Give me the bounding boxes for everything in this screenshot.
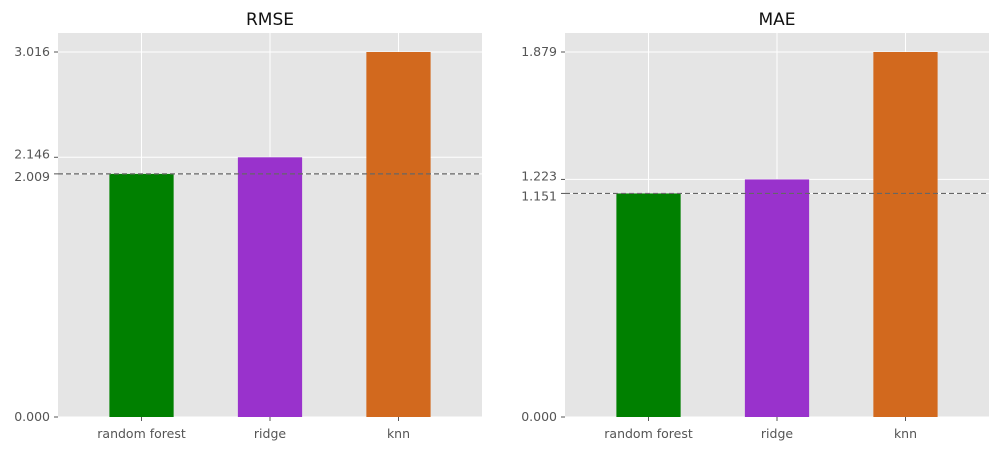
- x-tick-label: knn: [894, 426, 917, 441]
- x-tick-label: random forest: [97, 426, 186, 441]
- bar-knn: [366, 52, 431, 417]
- bar-random-forest: [616, 193, 681, 417]
- y-tick-label: 2.146: [14, 146, 50, 161]
- chart-panel-rmse: 0.000 2.009 2.146 3.016 random forest ridge kn…: [14, 10, 482, 441]
- chart-panel-mae: 0.000 1.151 1.223 1.879 random forest ridge kn…: [521, 10, 989, 441]
- y-tick-label: 1.223: [521, 168, 557, 183]
- x-tick-label: ridge: [761, 426, 793, 441]
- x-tick-label: random forest: [604, 426, 693, 441]
- bar-random-forest: [109, 173, 174, 417]
- bar-ridge: [237, 157, 303, 418]
- chart-title: RMSE: [246, 10, 294, 30]
- chart-title: MAE: [758, 10, 795, 30]
- y-tick-label: 1.151: [521, 188, 557, 203]
- y-tick-label: 3.016: [14, 44, 50, 59]
- y-tick-label: 0.000: [521, 409, 557, 424]
- y-tick-label: 0.000: [14, 409, 50, 424]
- bar-knn: [873, 52, 938, 417]
- x-tick-label: knn: [387, 426, 410, 441]
- y-tick-label: 2.009: [14, 169, 50, 184]
- x-tick-label: ridge: [254, 426, 286, 441]
- y-tick-label: 1.879: [521, 44, 557, 59]
- bar-ridge: [744, 179, 810, 417]
